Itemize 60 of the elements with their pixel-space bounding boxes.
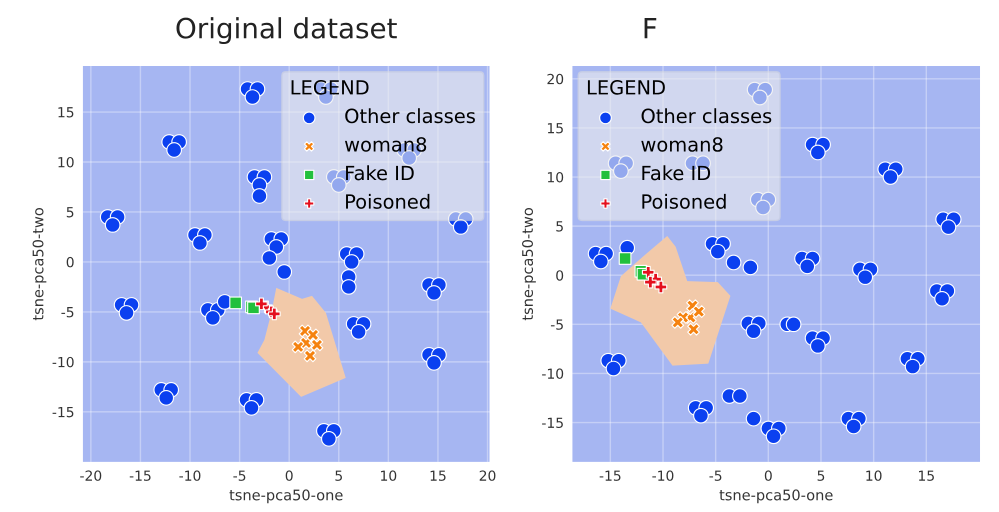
x-axis-title: tsne-pca50-one xyxy=(719,489,833,504)
x-tick-label: 15 xyxy=(918,470,934,481)
legend-title: LEGEND xyxy=(588,80,665,95)
legend-label: Fake ID xyxy=(346,165,414,180)
y-tick-label: 5 xyxy=(556,221,563,232)
x-tick-label: -20 xyxy=(80,470,102,481)
x-tick-label: 5 xyxy=(818,470,824,481)
point xyxy=(692,305,706,318)
x-tick-label: -15 xyxy=(130,470,151,481)
y-tick-label: -15 xyxy=(52,407,74,418)
x-tick-label: -10 xyxy=(179,470,200,481)
point xyxy=(304,350,316,362)
point xyxy=(654,280,668,294)
x-tick-label: 0 xyxy=(286,470,293,481)
legend-title: LEGEND xyxy=(292,80,369,95)
legend-label: Poisoned xyxy=(642,194,726,209)
point xyxy=(292,340,304,354)
point xyxy=(644,276,657,288)
point xyxy=(268,308,281,320)
chart-title: Original dataset xyxy=(176,17,397,44)
y-tick-label: 20 xyxy=(547,74,564,84)
x-tick-label: -5 xyxy=(709,470,722,481)
legend-label: Other classes xyxy=(642,108,772,124)
legend-label: Fake ID xyxy=(642,165,710,180)
y-tick-label: 15 xyxy=(548,123,563,134)
point xyxy=(687,322,700,336)
y-tick-label: 10 xyxy=(548,172,564,182)
y-tick-label: -5 xyxy=(550,319,563,330)
point xyxy=(255,298,268,310)
legend-label: woman8 xyxy=(641,137,723,152)
legend-label: woman8 xyxy=(344,137,426,152)
y-tick-label: -10 xyxy=(52,356,74,368)
x-tick-label: -5 xyxy=(233,470,246,481)
x-tick-label: 5 xyxy=(335,470,342,481)
y-axis-title: tsne-pca50-two xyxy=(32,208,46,320)
y-tick-label: -10 xyxy=(542,368,564,379)
x-tick-label: 15 xyxy=(430,470,446,481)
legend-label: Other classes xyxy=(345,108,475,124)
x-axis-title: tsne-pca50-one xyxy=(229,489,343,504)
y-tick-label: 15 xyxy=(58,107,74,118)
x-tick-label: 20 xyxy=(480,470,496,481)
y-tick-label: -15 xyxy=(542,418,563,428)
chart-title: F xyxy=(644,18,656,38)
point xyxy=(671,316,684,329)
legend-label: Poisoned xyxy=(346,194,430,209)
y-tick-label: 10 xyxy=(58,156,74,168)
y-axis-title: tsne-pca50-two xyxy=(522,208,536,320)
y-tick-label: 5 xyxy=(66,207,74,218)
x-tick-label: -10 xyxy=(652,470,674,481)
y-tick-label: -5 xyxy=(61,307,74,318)
x-tick-label: 10 xyxy=(866,470,882,481)
point xyxy=(310,338,324,352)
x-tick-label: 0 xyxy=(764,470,772,481)
y-tick-label: 0 xyxy=(66,256,74,268)
x-tick-label: -15 xyxy=(600,470,620,481)
point xyxy=(618,252,632,265)
point xyxy=(229,296,242,310)
point xyxy=(306,328,320,342)
x-tick-label: 10 xyxy=(381,470,396,481)
y-tick-label: 0 xyxy=(556,270,564,281)
